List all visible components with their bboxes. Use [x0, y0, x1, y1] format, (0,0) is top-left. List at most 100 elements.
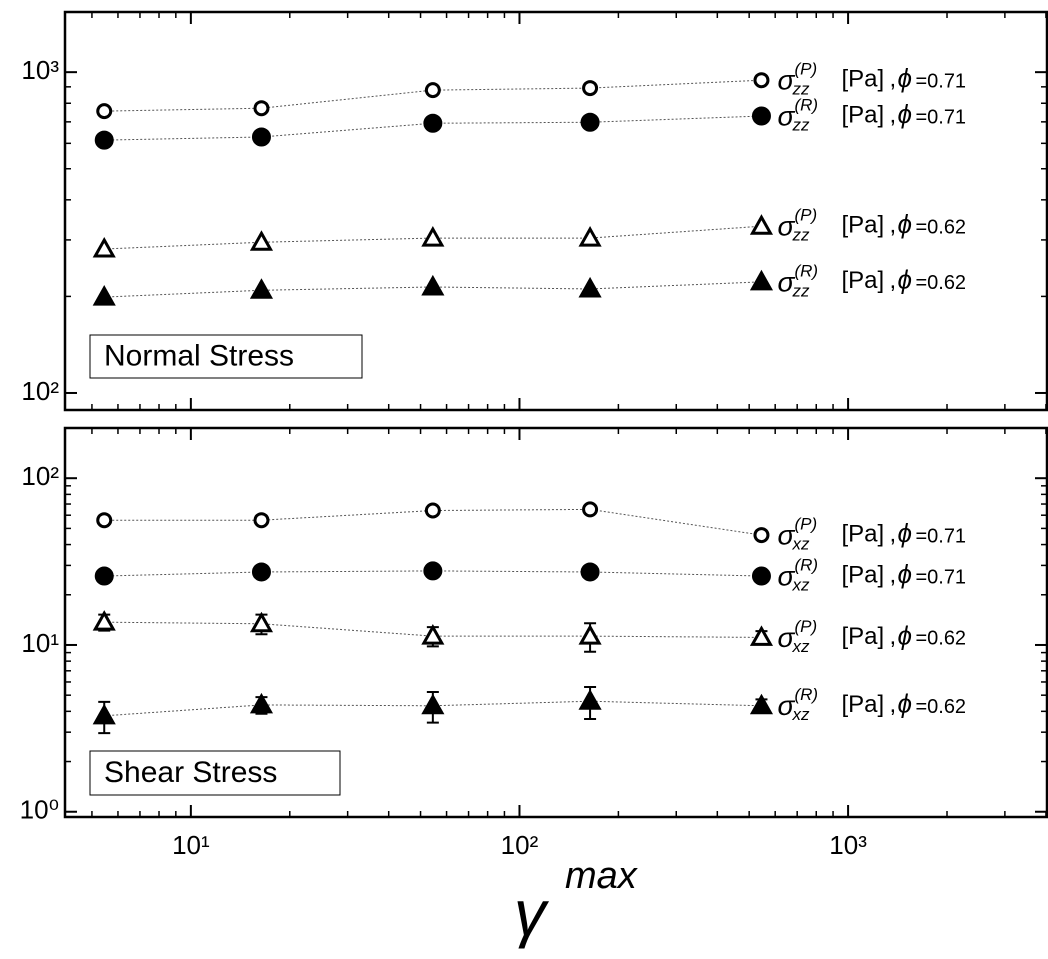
legend-sub: zz: [791, 226, 810, 245]
legend-eq: =0.71: [915, 566, 966, 588]
legend-phi: ϕ: [897, 620, 911, 650]
legend-sep: ,: [889, 561, 896, 588]
legend-sep: ,: [889, 267, 896, 294]
legend-unit: [Pa]: [841, 101, 884, 128]
legend-unit: [Pa]: [841, 267, 884, 294]
marker: [580, 562, 600, 582]
y-tick-label: 10²: [21, 461, 59, 491]
legend-sup: (R): [794, 556, 818, 575]
x-tick-label: 10¹: [172, 830, 210, 860]
legend-phi: ϕ: [897, 63, 911, 93]
panel-label: Shear Stress: [104, 756, 277, 789]
marker: [94, 130, 114, 150]
legend-eq: =0.62: [915, 628, 966, 650]
marker: [94, 566, 114, 586]
legend-unit: [Pa]: [841, 561, 884, 588]
marker: [751, 106, 771, 126]
legend-sub: xz: [791, 535, 810, 554]
legend-eq: =0.71: [915, 106, 966, 128]
marker: [253, 100, 270, 117]
legend-symbol: σ: [777, 519, 795, 550]
marker: [578, 689, 602, 710]
legend-symbol: σ: [777, 690, 795, 721]
legend-sub: xz: [791, 637, 810, 656]
legend-sub: xz: [791, 705, 810, 724]
marker: [251, 127, 271, 147]
x-tick-label: 10²: [501, 830, 539, 860]
panel-label-box: [89, 334, 363, 379]
marker: [578, 276, 602, 298]
legend-unit: [Pa]: [841, 623, 884, 650]
legend-eq: =0.62: [915, 696, 966, 718]
marker: [753, 72, 770, 89]
marker: [582, 80, 599, 97]
marker: [582, 501, 599, 518]
x-axis-label: γ: [514, 877, 550, 949]
marker: [92, 285, 116, 306]
legend-sup: (P): [794, 515, 817, 534]
legend-sub: zz: [791, 281, 810, 300]
marker: [578, 624, 602, 645]
marker: [578, 226, 602, 247]
legend-symbol: σ: [777, 211, 795, 242]
legend-symbol: σ: [777, 622, 795, 653]
marker: [92, 703, 116, 725]
marker: [249, 611, 274, 633]
x-tick-label: 10³: [829, 830, 867, 860]
legend-sup: (R): [794, 261, 818, 280]
marker: [96, 512, 113, 529]
legend-sub: zz: [791, 80, 810, 99]
marker: [421, 274, 445, 296]
legend-unit: [Pa]: [841, 66, 884, 93]
legend-eq: =0.62: [915, 216, 966, 238]
legend-sep: ,: [889, 101, 896, 128]
legend-sup: (R): [794, 95, 818, 114]
plot-frame: [63, 426, 1048, 819]
legend-phi: ϕ: [897, 689, 911, 719]
marker: [253, 512, 270, 529]
legend-sep: ,: [889, 691, 896, 718]
marker: [421, 693, 445, 715]
panel-label-box: [89, 750, 341, 796]
legend-symbol: σ: [777, 266, 795, 297]
legend-symbol: σ: [777, 100, 795, 131]
legend-sup: (P): [794, 60, 817, 79]
marker: [249, 692, 274, 714]
marker: [580, 112, 600, 132]
marker: [249, 230, 274, 251]
marker: [423, 561, 443, 581]
y-tick-label: 10⁰: [20, 795, 59, 825]
marker: [749, 693, 774, 715]
marker: [751, 566, 771, 586]
legend-unit: [Pa]: [841, 212, 884, 239]
plot-frame: [63, 10, 1048, 412]
legend-unit: [Pa]: [841, 691, 884, 718]
marker: [753, 527, 770, 544]
legend-phi: ϕ: [897, 209, 911, 239]
marker: [749, 269, 774, 291]
panel-label: Normal Stress: [104, 339, 294, 372]
legend-sub: zz: [791, 115, 810, 134]
legend-phi: ϕ: [897, 518, 911, 548]
y-tick-label: 10³: [21, 55, 59, 85]
legend-symbol: σ: [777, 65, 795, 96]
legend-phi: ϕ: [897, 99, 911, 129]
legend-sep: ,: [889, 212, 896, 239]
legend-phi: ϕ: [897, 265, 911, 295]
legend-sub: xz: [791, 576, 810, 595]
marker: [251, 562, 271, 582]
legend-sup: (R): [794, 685, 818, 704]
marker: [92, 236, 116, 258]
legend-sup: (P): [794, 617, 817, 636]
legend-eq: =0.71: [915, 525, 966, 547]
y-tick-label: 10²: [21, 376, 59, 406]
legend-sep: ,: [889, 520, 896, 547]
legend-symbol: σ: [777, 560, 795, 591]
marker: [424, 502, 441, 519]
legend-eq: =0.62: [915, 272, 966, 294]
legend-sep: ,: [889, 623, 896, 650]
legend-sup: (P): [794, 206, 817, 225]
legend-phi: ϕ: [897, 559, 911, 589]
y-tick-label: 10¹: [21, 628, 59, 658]
